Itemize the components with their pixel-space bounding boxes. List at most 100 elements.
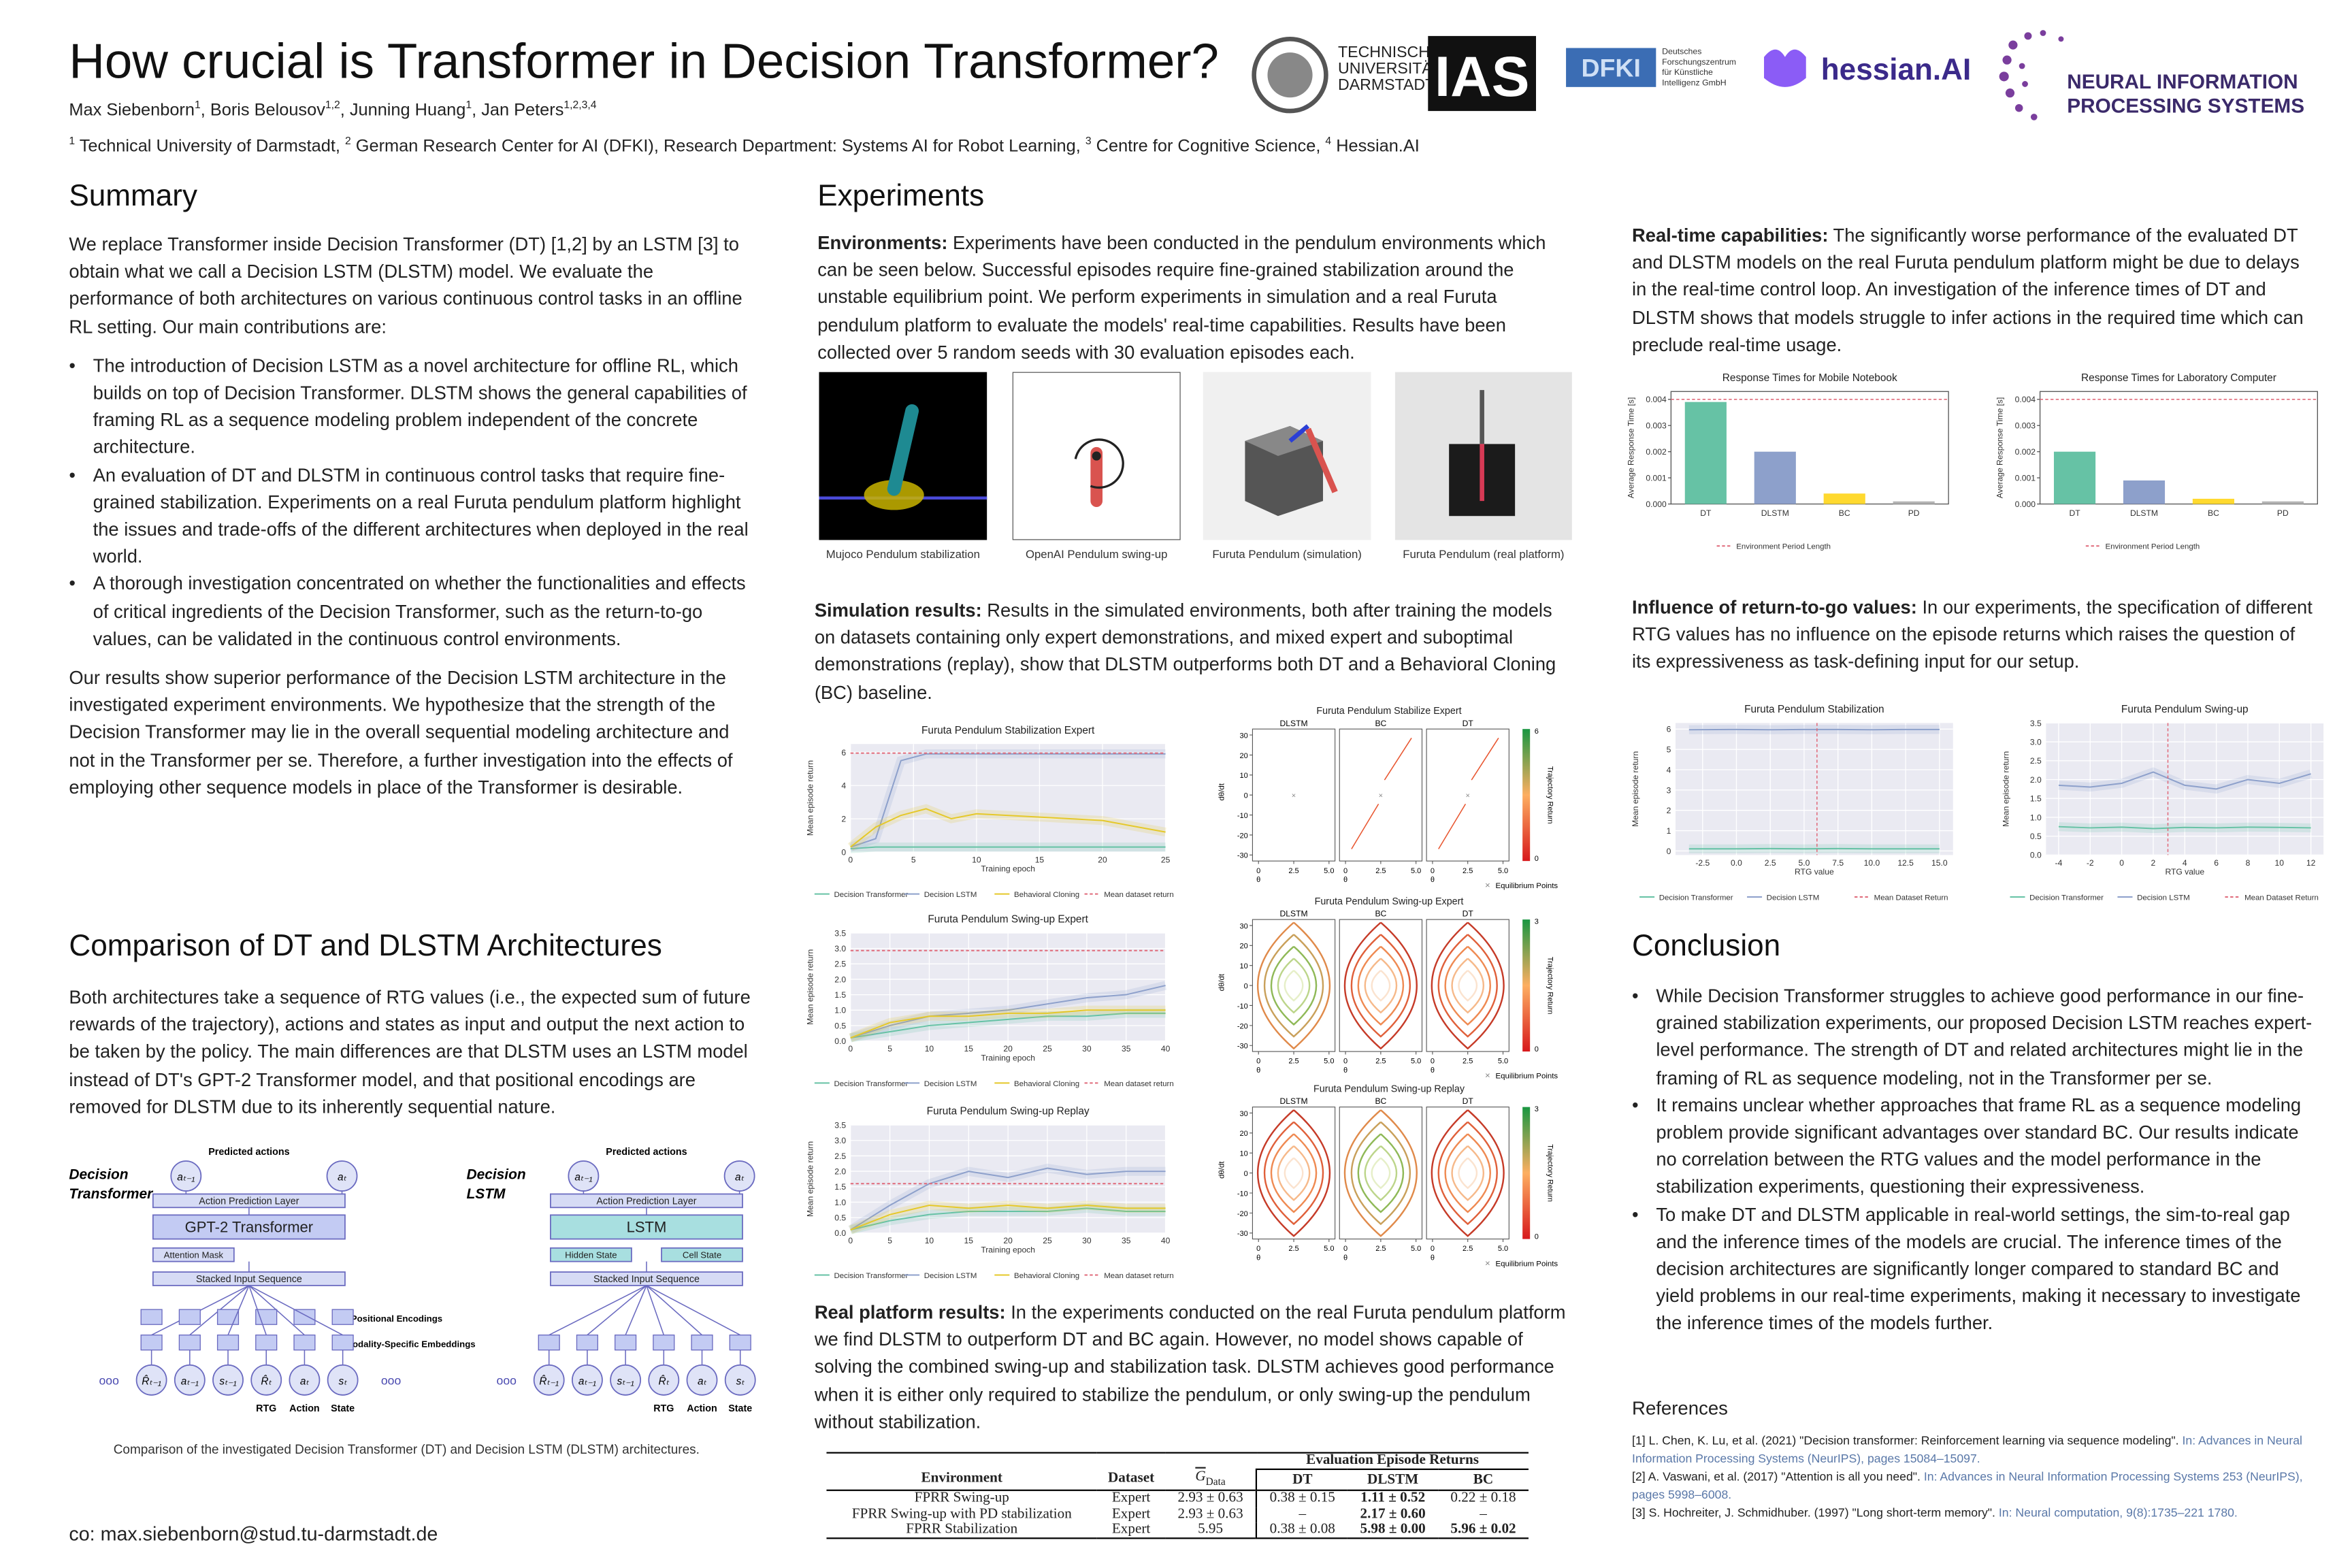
panel-frame — [1339, 919, 1423, 1052]
series-line — [2058, 771, 2311, 790]
stacked-box-label: Stacked Input Sequence — [196, 1274, 302, 1285]
plot-background — [1675, 723, 1953, 855]
header-cell: DLSTM — [1367, 1471, 1419, 1488]
x-tick-label: 15 — [964, 1044, 974, 1054]
series-line — [850, 1207, 1166, 1231]
reference: [1] L. Chen, K. Lu, et al. (2021) "Decis… — [1632, 1433, 2310, 1467]
y-tick-label: 2 — [1667, 806, 1671, 815]
x-tick-label: 25 — [1161, 855, 1171, 864]
table-cell: 5.98 ± 0.00 — [1360, 1521, 1426, 1538]
trajectory — [1364, 958, 1398, 1014]
y-tick-label: 4 — [1667, 765, 1671, 774]
legend-label: Decision Transformer — [834, 891, 908, 899]
author-name: Boris Belousov — [210, 101, 325, 120]
series-line — [850, 808, 1166, 848]
label: Real platform results: — [814, 1302, 1006, 1324]
bullet: A thorough investigation concentrated on… — [69, 571, 752, 653]
x-tick-label: 2.5 — [1288, 1245, 1298, 1253]
y-tick-label: -30 — [1237, 852, 1248, 860]
x-tick-label: -4 — [2055, 858, 2063, 868]
affiliation-text: Technical University of Darmstadt — [79, 137, 336, 156]
legend-label: Environment Period Length — [1736, 543, 1831, 551]
chart: Furuta Pendulum Stabilization 0 1 2 3 4 5 6 Mean… — [1631, 704, 1953, 902]
legend-label: Decision Transformer — [834, 1272, 908, 1280]
results-table: Evaluation Episode Returns Environment Dat… — [826, 1452, 1529, 1540]
section-heading: Comparison of DT and DLSTM Architectures — [69, 930, 662, 964]
x-axis-label: θ — [1343, 1066, 1348, 1075]
dfki-sub: Forschungszentrum — [1662, 57, 1736, 67]
table-row: FPRR Swing-up with PD stabilization Exper… — [826, 1505, 1529, 1523]
x-tick-label: 10.0 — [1864, 858, 1880, 868]
x-tick-label: 2.5 — [1288, 867, 1298, 875]
legend-label: Behavioral Cloning — [1014, 1080, 1079, 1088]
x-tick-label: 0.0 — [1731, 858, 1742, 868]
bullet: It remains unclear whether approaches th… — [1632, 1092, 2316, 1200]
x-tick-label: 35 — [1122, 1044, 1131, 1054]
token-name: Action — [687, 1403, 717, 1414]
y-tick-label: 20 — [1240, 752, 1248, 760]
x-tick-label: 0 — [1431, 1058, 1435, 1066]
x-tick-label: 25 — [1043, 1236, 1052, 1245]
x-tick-label: 5.0 — [1411, 1245, 1421, 1253]
chart-title: Furuta Pendulum Swing-up Replay — [927, 1106, 1090, 1117]
author-name: Max Siebenborn — [69, 101, 195, 120]
equilibrium-point: × — [1292, 792, 1296, 800]
y-tick-label: 1.0 — [2030, 813, 2042, 822]
table-cell: FPRR Swing-up — [914, 1490, 1009, 1507]
panel-title: DT — [1463, 1096, 1474, 1106]
author-sup: 1,2 — [325, 99, 340, 112]
colorbar-tick: 0 — [1535, 1045, 1539, 1054]
trajectory — [1277, 1145, 1311, 1201]
token-label: sₜ₋₁ — [219, 1375, 236, 1387]
reference: [2] A. Vaswani, et al. (2017) "Attention… — [1632, 1469, 2310, 1503]
y-tick-label: -20 — [1237, 1210, 1248, 1218]
trajectory — [1364, 1145, 1398, 1201]
y-tick-label: 3.0 — [834, 944, 846, 953]
output-label: aₜ — [338, 1172, 347, 1183]
author-sup: 1 — [466, 99, 472, 112]
panel-frame — [1426, 919, 1509, 1052]
affiliation-sup: 1 — [69, 135, 76, 148]
legend-label: Environment Period Length — [2105, 543, 2200, 551]
arrow — [646, 1285, 665, 1335]
x-tick-label: 2.5 — [1463, 1058, 1473, 1066]
lstm-box — [550, 1214, 743, 1240]
dfki-sub: für Künstliche — [1662, 67, 1713, 77]
y-tick-label: 30 — [1240, 1110, 1248, 1118]
figure-caption: Comparison of the investigated Decision … — [113, 1441, 700, 1457]
token-node — [686, 1364, 718, 1396]
bullet-list: While Decision Transformer struggles to … — [1632, 983, 2316, 1338]
y-tick-label: 0 — [1244, 983, 1248, 991]
g-sub: Data — [1205, 1475, 1226, 1488]
token-node — [174, 1364, 206, 1396]
predicted-label: Predicted actions — [208, 1147, 289, 1158]
neurips-dots — [1999, 30, 2064, 120]
table-row: FPRR Stabilization Expert 5.95 0.38 ± 0.08 5… — [826, 1522, 1529, 1539]
x-axis-label: Training epoch — [981, 864, 1035, 874]
y-tick-label: 2 — [841, 815, 846, 824]
trajectory — [1350, 1121, 1411, 1226]
trajectory — [1371, 970, 1391, 1002]
x-tick-label: 5.0 — [1498, 1245, 1508, 1253]
chart-title: Furuta Pendulum Stabilize Expert — [1316, 706, 1461, 717]
y-axis-label: Mean episode return — [806, 949, 815, 1025]
author-name: Jan Peters — [481, 101, 564, 120]
x-tick-label: BC — [1839, 508, 1850, 518]
env-image — [1012, 372, 1181, 540]
chart: Response Times for Laboratory Computer 0.… — [1995, 372, 2318, 551]
x-tick-label: 20 — [1003, 1236, 1013, 1245]
bullet-list: The introduction of Decision LSTM as a n… — [69, 353, 751, 653]
y-axis-label: dθ/dt — [1218, 1161, 1226, 1179]
y-tick-label: 0.5 — [834, 1021, 846, 1030]
x-tick-label: 5.0 — [1324, 1245, 1334, 1253]
bar — [2123, 480, 2166, 504]
output-label: aₜ₋₁ — [177, 1172, 195, 1183]
x-tick-label: 5.0 — [1498, 867, 1508, 875]
y-tick-label: 10 — [1240, 962, 1248, 970]
y-tick-label: 0.004 — [1646, 395, 1667, 404]
y-tick-label: 0.001 — [2015, 474, 2036, 483]
arrow — [248, 1285, 343, 1336]
token-label: aₜ — [698, 1375, 707, 1387]
y-tick-label: 20 — [1240, 943, 1248, 951]
x-tick-label: DLSTM — [2130, 508, 2158, 518]
